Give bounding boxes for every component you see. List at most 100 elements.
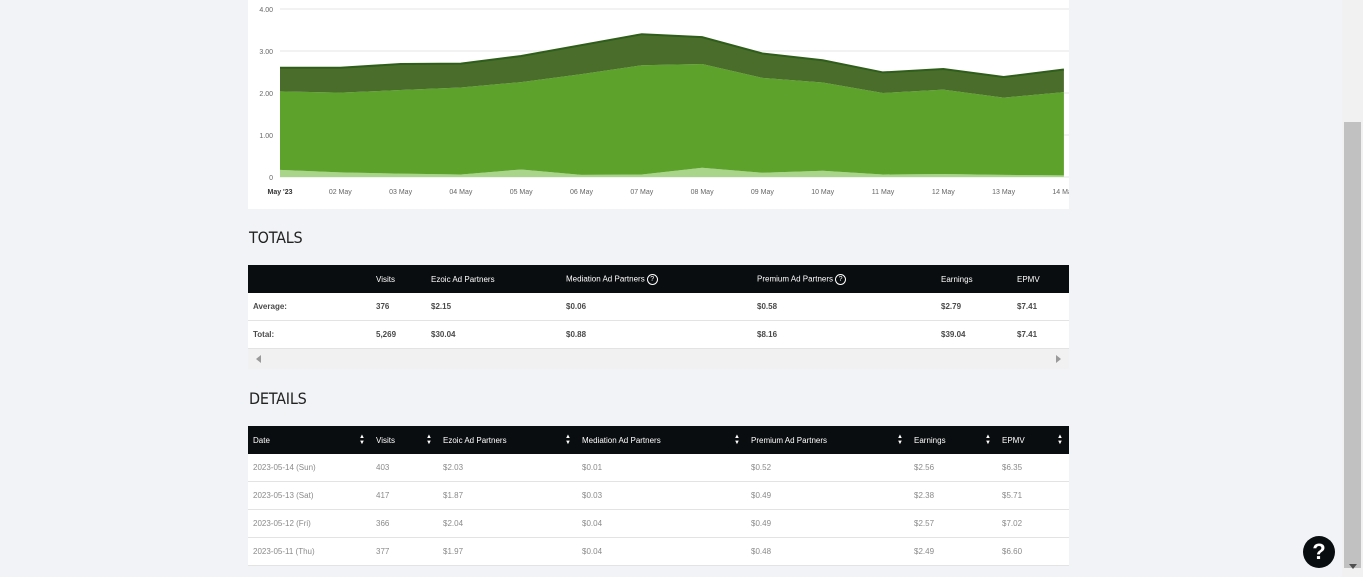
table-cell: Total: bbox=[248, 320, 371, 349]
horizontal-scrollbar[interactable] bbox=[248, 349, 1069, 369]
table-cell: 417 bbox=[371, 481, 438, 510]
y-tick-label: 1.00 bbox=[259, 133, 273, 140]
sort-icon[interactable]: ▲ ▼ bbox=[985, 434, 991, 446]
table-cell: $2.56 bbox=[909, 454, 997, 482]
table-cell: 5,269 bbox=[371, 320, 426, 349]
x-tick-label: 02 May bbox=[329, 189, 352, 196]
x-tick-label: 04 May bbox=[449, 189, 472, 196]
earnings-chart-card: 0 1.00 2.00 3.00 4.00 May '23 02 May 03 May 04 M… bbox=[248, 0, 1069, 209]
table-cell: 2023-05-14 (Sun) bbox=[248, 454, 371, 482]
details-header-row: Date ▲ ▼ Visits ▲ ▼ Ezoic Ad Partners ▲ ▼ Medi… bbox=[248, 426, 1069, 454]
details-col-visits[interactable]: Visits ▲ ▼ bbox=[371, 426, 438, 454]
table-cell: $2.38 bbox=[909, 481, 997, 510]
scrollbar-thumb[interactable] bbox=[1344, 122, 1361, 568]
x-tick-label: 12 May bbox=[932, 189, 955, 196]
table-cell: $7.02 bbox=[997, 509, 1069, 538]
table-cell: $0.04 bbox=[577, 537, 746, 566]
table-cell: 366 bbox=[371, 509, 438, 538]
vertical-scrollbar[interactable] bbox=[1342, 0, 1363, 577]
table-row: 2023-05-12 (Fri) 366 $2.04 $0.04 $0.49 $… bbox=[248, 509, 1069, 538]
totals-col-mediation: Mediation Ad Partners? bbox=[561, 265, 752, 293]
table-cell: $2.03 bbox=[438, 454, 577, 482]
table-cell: $2.49 bbox=[909, 537, 997, 566]
table-cell: $0.49 bbox=[746, 481, 909, 510]
table-cell: $2.15 bbox=[426, 293, 561, 321]
x-tick-label: May '23 bbox=[267, 189, 292, 196]
table-cell: $1.87 bbox=[438, 481, 577, 510]
table-cell: $1.97 bbox=[438, 537, 577, 566]
sort-icon[interactable]: ▲ ▼ bbox=[565, 434, 571, 446]
x-tick-label: 08 May bbox=[691, 189, 714, 196]
totals-col-premium: Premium Ad Partners? bbox=[752, 265, 936, 293]
earnings-area-chart: 0 1.00 2.00 3.00 4.00 May '23 02 May 03 May 04 M… bbox=[259, 7, 1069, 196]
table-cell: $0.52 bbox=[746, 454, 909, 482]
area-series-2 bbox=[280, 34, 1064, 98]
details-col-date[interactable]: Date ▲ ▼ bbox=[248, 426, 371, 454]
x-tick-label: 10 May bbox=[811, 189, 834, 196]
totals-title: TOTALS bbox=[249, 228, 303, 247]
help-circle-icon[interactable]: ? bbox=[646, 273, 658, 285]
x-tick-label: 07 May bbox=[630, 189, 653, 196]
table-cell: 2023-05-12 (Fri) bbox=[248, 509, 371, 538]
y-tick-label: 4.00 bbox=[259, 7, 273, 14]
details-col-mediation[interactable]: Mediation Ad Partners ▲ ▼ bbox=[577, 426, 746, 454]
x-tick-label: 05 May bbox=[510, 189, 533, 196]
total-outline bbox=[280, 33, 1065, 79]
table-cell: $5.71 bbox=[997, 481, 1069, 510]
table-cell: $39.04 bbox=[936, 320, 1012, 349]
table-cell: 376 bbox=[371, 293, 426, 321]
details-col-earnings[interactable]: Earnings ▲ ▼ bbox=[909, 426, 997, 454]
scroll-left-icon[interactable] bbox=[256, 355, 261, 363]
table-cell: $0.01 bbox=[577, 454, 746, 482]
scroll-right-icon[interactable] bbox=[1056, 355, 1061, 363]
table-cell: 2023-05-11 (Thu) bbox=[248, 537, 371, 566]
details-col-premium[interactable]: Premium Ad Partners ▲ ▼ bbox=[746, 426, 909, 454]
help-button[interactable]: ? bbox=[1303, 536, 1335, 568]
table-cell: $0.49 bbox=[746, 509, 909, 538]
totals-col-ezoic: Ezoic Ad Partners bbox=[426, 265, 561, 293]
details-table: Date ▲ ▼ Visits ▲ ▼ Ezoic Ad Partners ▲ ▼ Medi… bbox=[248, 426, 1069, 566]
table-cell: $0.58 bbox=[752, 293, 936, 321]
totals-col-visits: Visits bbox=[371, 265, 426, 293]
totals-header-row: Visits Ezoic Ad Partners Mediation Ad Pa… bbox=[248, 265, 1069, 293]
table-cell: $6.60 bbox=[997, 537, 1069, 566]
table-cell: $6.35 bbox=[997, 454, 1069, 482]
x-tick-label: 03 May bbox=[389, 189, 412, 196]
y-tick-label: 0 bbox=[269, 175, 273, 182]
table-cell: 403 bbox=[371, 454, 438, 482]
sort-icon[interactable]: ▲ ▼ bbox=[897, 434, 903, 446]
table-cell: $0.88 bbox=[561, 320, 752, 349]
x-tick-label: 11 May bbox=[872, 189, 895, 196]
table-cell: $30.04 bbox=[426, 320, 561, 349]
sort-icon[interactable]: ▲ ▼ bbox=[359, 434, 365, 446]
totals-table: Visits Ezoic Ad Partners Mediation Ad Pa… bbox=[248, 265, 1069, 349]
y-tick-label: 2.00 bbox=[259, 91, 273, 98]
x-tick-label: 09 May bbox=[751, 189, 774, 196]
table-cell: $0.04 bbox=[577, 509, 746, 538]
table-cell: 377 bbox=[371, 537, 438, 566]
table-cell: $0.06 bbox=[561, 293, 752, 321]
totals-col-epmv: EPMV bbox=[1012, 265, 1069, 293]
table-cell: 2023-05-13 (Sat) bbox=[248, 481, 371, 510]
x-tick-label: 06 May bbox=[570, 189, 593, 196]
table-cell: $7.41 bbox=[1012, 293, 1069, 321]
details-title: DETAILS bbox=[249, 389, 307, 408]
totals-row-total: Total: 5,269 $30.04 $0.88 $8.16 $39.04 $… bbox=[248, 320, 1069, 349]
totals-row-average: Average: 376 $2.15 $0.06 $0.58 $2.79 $7.… bbox=[248, 293, 1069, 321]
area-series-0 bbox=[280, 167, 1064, 177]
help-circle-icon[interactable]: ? bbox=[835, 273, 847, 285]
x-tick-label: 14 May bbox=[1052, 189, 1069, 196]
details-col-ezoic[interactable]: Ezoic Ad Partners ▲ ▼ bbox=[438, 426, 577, 454]
table-cell: $7.41 bbox=[1012, 320, 1069, 349]
totals-col-earnings: Earnings bbox=[936, 265, 1012, 293]
table-cell: $2.79 bbox=[936, 293, 1012, 321]
table-row: 2023-05-11 (Thu) 377 $1.97 $0.04 $0.48 $… bbox=[248, 537, 1069, 566]
table-cell: $0.48 bbox=[746, 537, 909, 566]
table-cell: $8.16 bbox=[752, 320, 936, 349]
details-col-epmv[interactable]: EPMV ▲ ▼ bbox=[997, 426, 1069, 454]
y-tick-label: 3.00 bbox=[259, 49, 273, 56]
sort-icon[interactable]: ▲ ▼ bbox=[1057, 434, 1063, 446]
scroll-down-icon[interactable] bbox=[1349, 564, 1357, 569]
sort-icon[interactable]: ▲ ▼ bbox=[426, 434, 432, 446]
sort-icon[interactable]: ▲ ▼ bbox=[734, 434, 740, 446]
